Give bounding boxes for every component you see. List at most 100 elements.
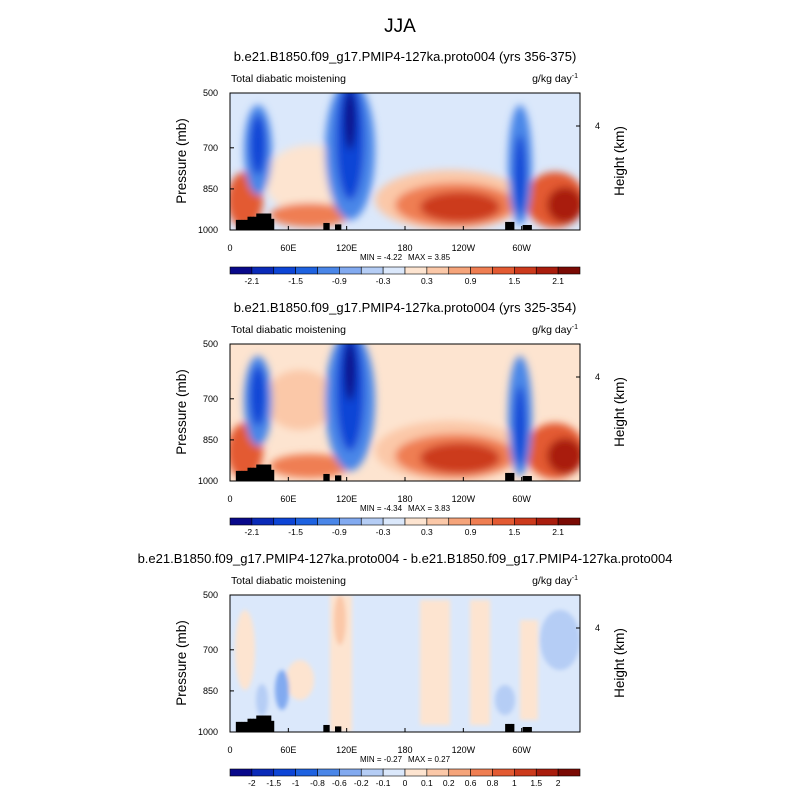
- y-tick-label: 850: [203, 435, 218, 445]
- y-tick-label: 700: [203, 645, 218, 655]
- panel-2-ticks: 0 60E 120E 180 120W 60W 500 700 850 1000 4: [198, 339, 600, 504]
- topography-block: [270, 218, 275, 230]
- topography-block: [244, 219, 248, 230]
- x-tick-label: 60E: [280, 243, 296, 253]
- colorbar-label: 1.5: [508, 276, 520, 286]
- colorbar-swatch: [360, 768, 384, 777]
- colorbar-label: -2.1: [245, 276, 260, 286]
- topography-block: [326, 724, 330, 732]
- field-blob-cool: [250, 366, 266, 426]
- topography-block: [508, 472, 512, 481]
- y-tick-label: 700: [203, 394, 218, 404]
- y-tick-label: 500: [203, 88, 218, 98]
- field-blob-warm: [420, 443, 500, 473]
- colorbar-swatch: [251, 266, 275, 275]
- x-tick-label: 0: [227, 745, 232, 755]
- figure-title: JJA: [384, 16, 416, 37]
- topography-block: [259, 464, 263, 481]
- panel-1-topography: [235, 213, 532, 230]
- topography-block: [253, 467, 257, 481]
- panel-1-min-label: MIN = -4.22: [360, 253, 403, 262]
- panel-3-title: b.e21.B1850.f09_g17.PMIP4-127ka.proto004…: [138, 551, 673, 566]
- colorbar-swatch: [251, 768, 275, 777]
- colorbar-swatch: [382, 266, 406, 275]
- panel-3-left-label: Total diabatic moistening: [231, 575, 346, 587]
- colorbar-label: 1: [512, 778, 517, 788]
- field-blob-cool: [344, 344, 356, 401]
- topography-block: [323, 222, 327, 230]
- panel-2-topography: [235, 464, 532, 481]
- x-tick-label: 120E: [336, 745, 357, 755]
- topography-block: [337, 224, 342, 230]
- colorbar-swatch: [339, 768, 362, 777]
- topography-block: [256, 213, 260, 230]
- colorbar-label: 0: [403, 778, 408, 788]
- topography-block: [259, 715, 263, 732]
- y-tick-label: 500: [203, 339, 218, 349]
- field-blob-warm: [235, 610, 255, 690]
- field-blob-cool: [540, 610, 580, 670]
- topography-block: [508, 221, 512, 230]
- field-blob-warm: [470, 600, 490, 725]
- colorbar-swatch: [492, 768, 515, 777]
- right-tick-label: 4: [595, 121, 600, 131]
- panel-2-units-text: g/kg day: [532, 324, 572, 336]
- topography-block: [241, 219, 246, 230]
- field-blob-warm: [420, 600, 450, 725]
- x-tick-label: 180: [397, 494, 412, 504]
- colorbar-swatch: [360, 266, 384, 275]
- topography-block: [510, 723, 515, 732]
- x-tick-label: 120W: [452, 243, 476, 253]
- topography-block: [337, 475, 342, 481]
- topography-block: [335, 726, 339, 732]
- right-tick-label: 4: [595, 623, 600, 633]
- colorbar-swatch: [448, 768, 471, 777]
- topography-block: [250, 718, 254, 732]
- topography-block: [235, 219, 240, 230]
- colorbar-label: -0.2: [354, 778, 369, 788]
- topography-block: [326, 222, 330, 230]
- x-tick-label: 180: [397, 243, 412, 253]
- field-blob-warm: [520, 620, 538, 720]
- topography-block: [247, 216, 251, 230]
- topography-block: [335, 475, 339, 481]
- colorbar-swatch: [514, 517, 537, 526]
- colorbar-swatch: [251, 517, 275, 526]
- colorbar-swatch: [492, 266, 515, 275]
- colorbar-swatch: [229, 768, 253, 777]
- panel-3-units: g/kg day-1: [532, 575, 578, 587]
- y-tick-label: 1000: [198, 476, 218, 486]
- topography-block: [522, 224, 527, 230]
- topography-block: [267, 213, 272, 230]
- colorbar-swatch: [360, 517, 384, 526]
- panel-2-max-label: MAX = 3.83: [408, 504, 451, 513]
- x-tick-label: 0: [227, 243, 232, 253]
- panel-3: b.e21.B1850.f09_g17.PMIP4-127ka.proto004…: [138, 551, 673, 788]
- topography-block: [505, 723, 509, 732]
- colorbar-swatch: [382, 768, 406, 777]
- colorbar-swatch: [535, 768, 559, 777]
- x-tick-label: 60W: [512, 745, 531, 755]
- panel-3-max-label: MAX = 0.27: [408, 755, 451, 764]
- colorbar-label: 0.2: [443, 778, 455, 788]
- panel-2-left-label: Total diabatic moistening: [231, 324, 346, 336]
- colorbar-label: 1.5: [530, 778, 542, 788]
- colorbar-swatch: [295, 517, 318, 526]
- colorbar-label: 0.3: [421, 527, 433, 537]
- x-tick-label: 0: [227, 494, 232, 504]
- colorbar-label: -0.3: [376, 527, 391, 537]
- colorbar-label: -1.5: [288, 527, 303, 537]
- colorbar-swatch: [229, 517, 253, 526]
- colorbar-swatch: [317, 266, 340, 275]
- colorbar-label: 0.3: [421, 276, 433, 286]
- topography-block: [259, 213, 263, 230]
- topography-block: [238, 470, 243, 481]
- topography-block: [510, 472, 515, 481]
- topography-block: [244, 721, 248, 732]
- topography-block: [323, 473, 327, 481]
- field-blob-warm: [270, 203, 350, 227]
- topography-block: [238, 721, 243, 732]
- topography-block: [238, 219, 243, 230]
- topography-block: [267, 715, 272, 732]
